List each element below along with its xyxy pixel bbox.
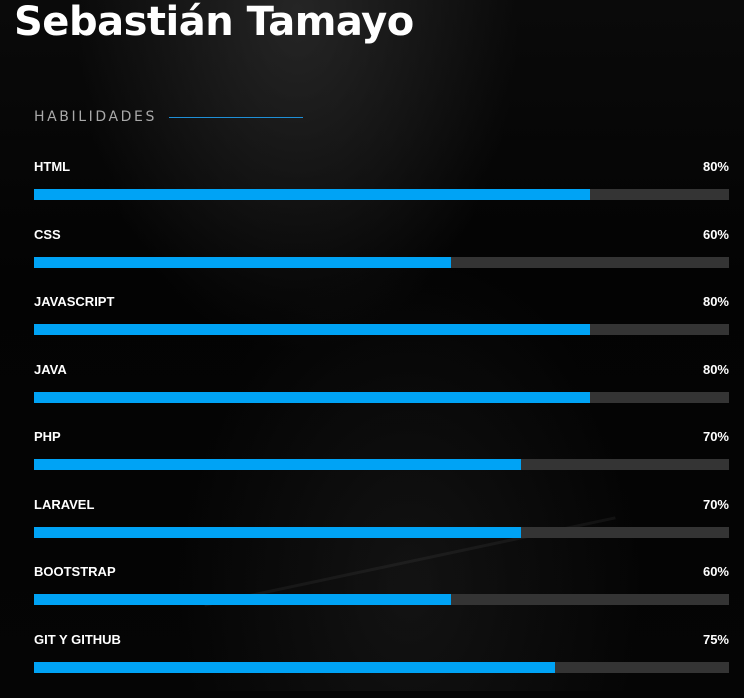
skill-item-css: CSS 60%	[34, 226, 729, 294]
skill-progress-fill	[34, 594, 451, 605]
skill-progress-track	[34, 392, 729, 403]
skill-item-git-y-github: GIT Y GITHUB 75%	[34, 631, 729, 698]
skill-progress-track	[34, 459, 729, 470]
skill-item-laravel: LARAVEL 70%	[34, 496, 729, 564]
skill-label: CSS	[34, 226, 61, 244]
profile-name: Sebastián Tamayo	[14, 0, 414, 46]
skill-progress-track	[34, 257, 729, 268]
skill-progress-fill	[34, 527, 521, 538]
skill-progress-fill	[34, 459, 521, 470]
skills-section-title: HABILIDADES	[34, 109, 157, 125]
skill-progress-track	[34, 324, 729, 335]
skills-list: HTML 80% CSS 60% JAVASCRIPT 80% JAVA 80%	[34, 158, 729, 698]
skill-item-javascript: JAVASCRIPT 80%	[34, 293, 729, 361]
skill-label: HTML	[34, 158, 70, 176]
skill-item-html: HTML 80%	[34, 158, 729, 226]
skill-label: GIT Y GITHUB	[34, 631, 121, 649]
skill-item-bootstrap: BOOTSTRAP 60%	[34, 563, 729, 631]
skill-progress-track	[34, 527, 729, 538]
skill-item-php: PHP 70%	[34, 428, 729, 496]
skill-label: JAVASCRIPT	[34, 293, 114, 311]
skill-percent: 80%	[703, 158, 729, 176]
skill-progress-fill	[34, 392, 590, 403]
section-divider-line	[169, 117, 303, 118]
skill-progress-track	[34, 662, 729, 673]
skill-progress-fill	[34, 257, 451, 268]
skill-percent: 70%	[703, 496, 729, 514]
skill-progress-track	[34, 594, 729, 605]
skill-label: PHP	[34, 428, 61, 446]
skill-percent: 70%	[703, 428, 729, 446]
skill-percent: 80%	[703, 293, 729, 311]
skill-progress-track	[34, 189, 729, 200]
skill-percent: 60%	[703, 563, 729, 581]
skill-progress-fill	[34, 189, 590, 200]
skill-label: BOOTSTRAP	[34, 563, 116, 581]
skills-section-header: HABILIDADES	[34, 109, 303, 125]
skill-percent: 60%	[703, 226, 729, 244]
skill-percent: 80%	[703, 361, 729, 379]
skill-item-java: JAVA 80%	[34, 361, 729, 429]
skill-progress-fill	[34, 662, 555, 673]
skill-label: LARAVEL	[34, 496, 94, 514]
skill-label: JAVA	[34, 361, 67, 379]
skill-progress-fill	[34, 324, 590, 335]
skill-percent: 75%	[703, 631, 729, 649]
